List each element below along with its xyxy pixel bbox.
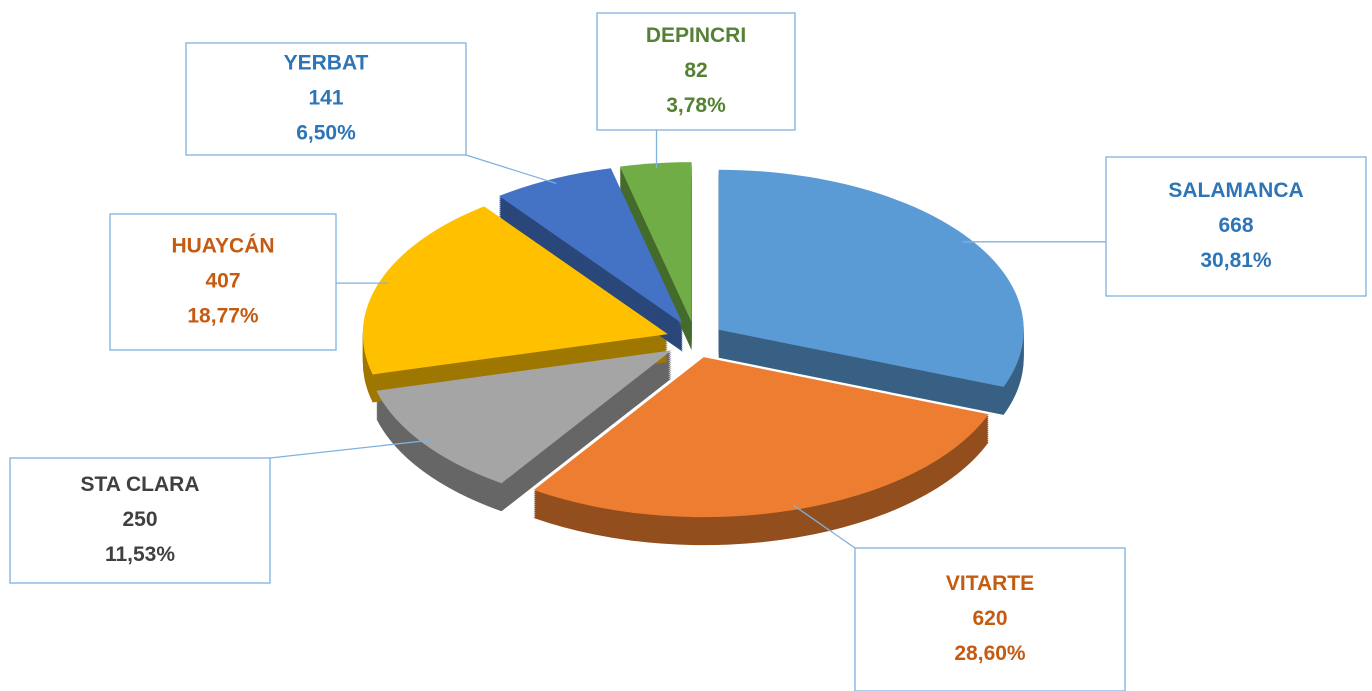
slice bbox=[718, 169, 1024, 387]
slice bbox=[619, 162, 692, 323]
label-box bbox=[109, 213, 337, 351]
slice bbox=[376, 350, 672, 484]
slice bbox=[362, 206, 668, 375]
percent-label: 30,81% bbox=[1200, 249, 1272, 272]
percent-label: 28,60% bbox=[954, 642, 1026, 665]
value-label: 250 bbox=[122, 508, 157, 531]
value-label: 407 bbox=[205, 270, 240, 293]
category-label: SALAMANCA bbox=[1168, 179, 1303, 202]
value-label: 620 bbox=[972, 607, 1007, 630]
label-box bbox=[185, 42, 467, 156]
label-box bbox=[1105, 156, 1367, 297]
percent-label: 6,50% bbox=[296, 122, 356, 145]
percent-label: 3,78% bbox=[666, 94, 726, 117]
slice bbox=[499, 168, 683, 324]
category-label: HUAYCÁN bbox=[171, 235, 274, 258]
value-label: 82 bbox=[684, 59, 707, 82]
slice bbox=[533, 357, 989, 518]
leader-line bbox=[792, 504, 856, 549]
value-label: 141 bbox=[308, 87, 343, 110]
category-label: DEPINCRI bbox=[646, 24, 746, 47]
leader-line bbox=[465, 154, 557, 185]
category-label: VITARTE bbox=[946, 572, 1034, 595]
percent-label: 11,53% bbox=[105, 543, 175, 566]
leader-line bbox=[269, 439, 431, 459]
category-label: YERBAT bbox=[284, 52, 369, 75]
value-label: 668 bbox=[1218, 214, 1253, 237]
label-box bbox=[9, 457, 271, 584]
label-box bbox=[596, 12, 796, 131]
percent-label: 18,77% bbox=[187, 305, 259, 328]
category-label: STA CLARA bbox=[81, 473, 200, 496]
label-box bbox=[854, 547, 1126, 691]
